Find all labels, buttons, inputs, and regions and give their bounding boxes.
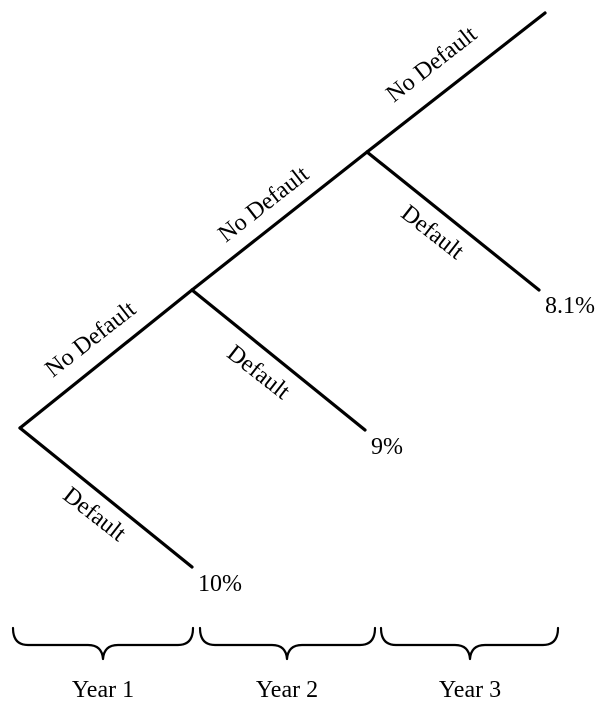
year1-label: Year 1 — [72, 677, 134, 703]
outcome-year1: 10% — [198, 571, 242, 597]
no-default-branch-year1 — [18, 288, 194, 430]
year3-label: Year 3 — [439, 677, 501, 703]
no-default-branch-year2 — [190, 150, 369, 292]
no-default-branch-year3 — [365, 11, 547, 154]
year2-label: Year 2 — [256, 677, 318, 703]
default-branch-year2 — [190, 288, 367, 432]
year3-brace — [379, 626, 560, 661]
outcome-year2: 9% — [371, 434, 403, 460]
default-label-year2: Default — [222, 340, 295, 405]
default-label-year3: Default — [396, 200, 469, 265]
year1-brace — [11, 626, 195, 661]
no-default-label-year3: No Default — [381, 21, 482, 108]
default-branch-year1 — [18, 426, 194, 569]
year2-brace — [198, 626, 377, 661]
outcome-year3: 8.1% — [545, 293, 595, 319]
default-label-year1: Default — [58, 482, 131, 547]
default-branch-year3 — [365, 150, 541, 292]
